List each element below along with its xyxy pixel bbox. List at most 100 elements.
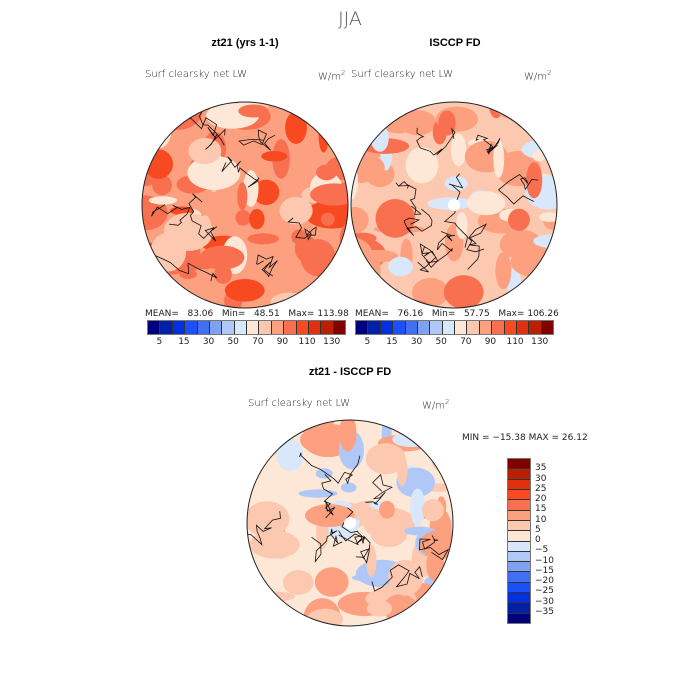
coastline <box>365 473 393 505</box>
contour-region <box>249 530 300 559</box>
coastline <box>371 564 423 592</box>
coastline <box>188 193 218 242</box>
contour-region <box>365 443 406 475</box>
coastline <box>311 528 343 563</box>
colorbar-box <box>234 321 247 334</box>
contour-region <box>411 277 449 308</box>
contour-region <box>339 420 357 452</box>
contour-region <box>351 256 369 294</box>
contour-region <box>148 105 167 124</box>
contour-region <box>247 582 268 610</box>
colorbar-box <box>321 321 334 334</box>
contour-region <box>410 488 426 526</box>
colorbar-box <box>529 321 542 334</box>
colorbar-tick-label: 25 <box>535 483 547 494</box>
coastline <box>403 208 433 236</box>
colorbar-box <box>508 541 530 552</box>
contour-region <box>516 296 530 308</box>
contour-region <box>300 239 336 277</box>
colorbar-box <box>508 562 530 573</box>
colorbar-box <box>259 321 272 334</box>
colorbar-tick-label: 130 <box>531 337 549 347</box>
contour-region <box>396 454 408 487</box>
contour-region <box>310 183 348 206</box>
colorbar-box <box>508 520 530 532</box>
contour-region <box>392 431 431 448</box>
contour-region <box>351 207 369 234</box>
colorbar-tick-label: 15 <box>386 337 398 347</box>
colorbar-box <box>508 489 530 501</box>
contour-region <box>276 439 304 472</box>
contour-region <box>247 453 260 475</box>
panel-subtitle-model: Surf clearsky net LW <box>145 69 248 80</box>
coastline <box>247 511 281 554</box>
colorbar-model <box>147 320 346 335</box>
coastline <box>395 181 422 215</box>
colorbar-box <box>405 321 418 334</box>
colorbar-box <box>508 459 530 470</box>
colorbar-tick-label: 30 <box>535 473 547 484</box>
colorbar-tick-label: 90 <box>276 337 289 347</box>
polar-map-obs <box>350 101 558 309</box>
contour-region <box>155 102 194 106</box>
colorbar-box <box>430 321 443 334</box>
colorbar-box <box>508 510 530 521</box>
contour-region <box>375 199 415 238</box>
contour-region <box>304 504 355 527</box>
colorbar-box <box>508 479 530 490</box>
max-value: 106.26 <box>527 309 559 319</box>
colorbar-tick-label: 50 <box>435 337 447 347</box>
colorbar-tick-label: 70 <box>460 337 472 347</box>
colorbar-tick-label: −20 <box>535 576 554 586</box>
colorbar-tick-label: −5 <box>535 545 549 556</box>
colorbar-tick-label: 0 <box>535 535 541 545</box>
min-label: Min= <box>431 309 456 319</box>
colorbar-tick-label: 30 <box>202 337 215 347</box>
contour-region <box>539 212 557 222</box>
colorbar-box <box>508 531 530 542</box>
contour-region <box>247 233 279 245</box>
contour-region <box>238 104 269 118</box>
contour-region <box>142 195 168 231</box>
colorbar-box <box>393 321 406 334</box>
coastline <box>426 231 456 269</box>
contour-region <box>388 256 413 277</box>
contour-region <box>370 124 389 152</box>
contour-region <box>270 612 302 626</box>
min-value: 57.75 <box>463 309 490 319</box>
max-value: 113.98 <box>317 309 349 319</box>
colorbar-box <box>197 321 210 334</box>
colorbar-box <box>508 469 530 480</box>
colorbar-tick-label: −30 <box>535 596 554 607</box>
contour-region <box>526 162 543 199</box>
colorbar-tick-label: −15 <box>535 565 554 576</box>
units-text: W/m <box>524 71 547 83</box>
coastline <box>419 535 450 561</box>
colorbar-tick-label: 90 <box>484 337 497 347</box>
units-sup: 2 <box>445 398 450 406</box>
colorbar-box <box>222 321 235 334</box>
colorbar-tick-label: 50 <box>227 337 239 347</box>
colorbar-tick-label: 30 <box>410 337 423 347</box>
colorbar-box <box>368 321 381 334</box>
colorbar-obs <box>355 320 554 335</box>
contour-region <box>435 420 453 447</box>
coastline <box>466 223 488 270</box>
contour-region <box>504 292 545 308</box>
contour-region <box>370 521 408 547</box>
contour-region <box>529 102 557 107</box>
contour-region <box>199 245 245 270</box>
contour-region <box>523 124 557 134</box>
contour-region <box>152 174 172 196</box>
colorbar-box <box>504 321 517 334</box>
coastline <box>475 134 501 155</box>
diff-subtitle: Surf clearsky net LW <box>248 398 351 409</box>
contour-region <box>362 290 403 308</box>
contour-region <box>247 591 296 602</box>
min-label: Min= <box>221 309 246 319</box>
colorbar-box <box>417 321 431 334</box>
colorbar-tick-label: 130 <box>323 337 341 347</box>
contour-region <box>495 252 512 290</box>
max-label: Max= <box>498 309 525 319</box>
